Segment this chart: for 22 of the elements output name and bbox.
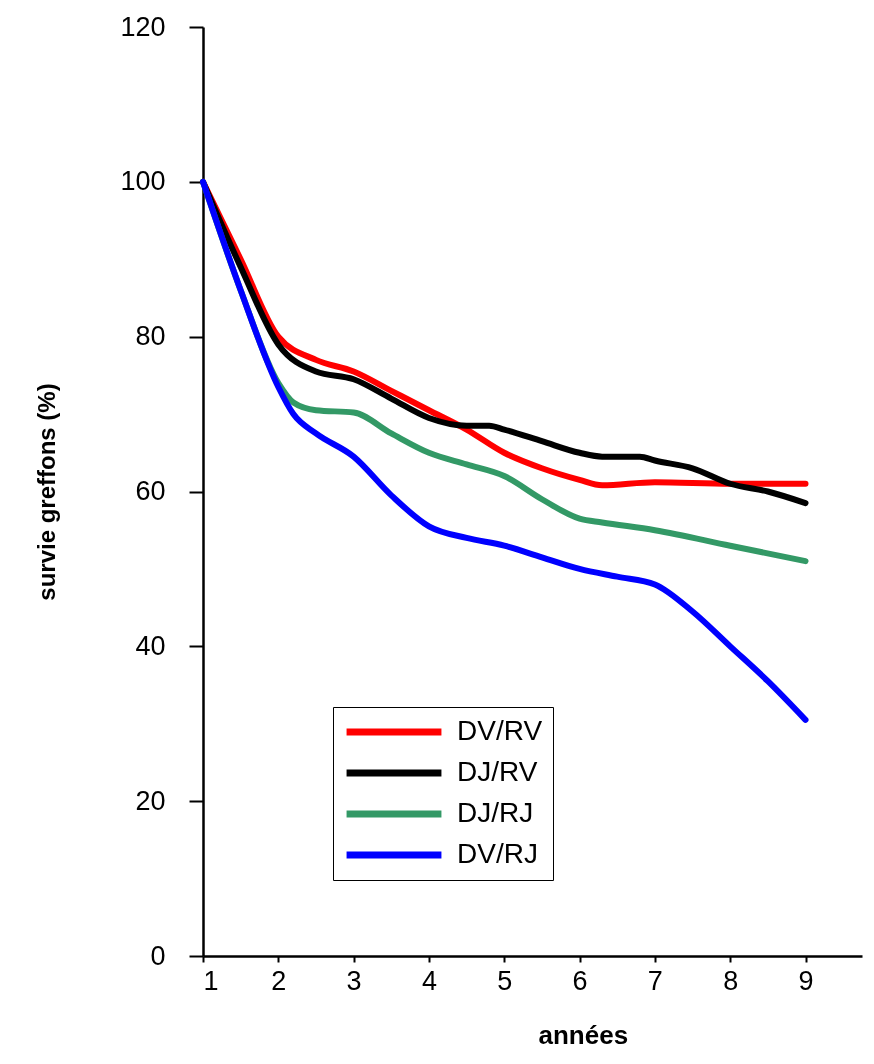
y-tick-label: 0	[150, 940, 166, 971]
x-tick-label: 1	[203, 965, 219, 996]
legend-label: DV/RJ	[457, 838, 538, 869]
y-tick-label: 80	[135, 321, 166, 352]
y-tick-label: 120	[120, 11, 166, 42]
y-axis-title: survie greffons (%)	[33, 383, 61, 601]
x-tick-label: 7	[647, 965, 663, 996]
x-tick-label: 8	[723, 965, 739, 996]
x-axis-title: années	[538, 1019, 629, 1050]
x-tick-label: 4	[421, 965, 437, 996]
legend-label: DV/RV	[457, 715, 543, 746]
legend-label: DJ/RV	[457, 756, 538, 787]
x-tick-label: 3	[346, 965, 362, 996]
x-tick-label: 9	[798, 965, 814, 996]
y-tick-label: 60	[135, 476, 166, 506]
legend-label: DJ/RJ	[457, 797, 534, 828]
y-tick-label: 20	[135, 785, 166, 816]
x-tick-label: 6	[572, 965, 588, 996]
y-tick-label: 40	[135, 630, 166, 661]
y-tick-label: 100	[120, 166, 166, 197]
x-tick-label: 2	[271, 965, 287, 996]
x-tick-label: 5	[497, 965, 513, 996]
